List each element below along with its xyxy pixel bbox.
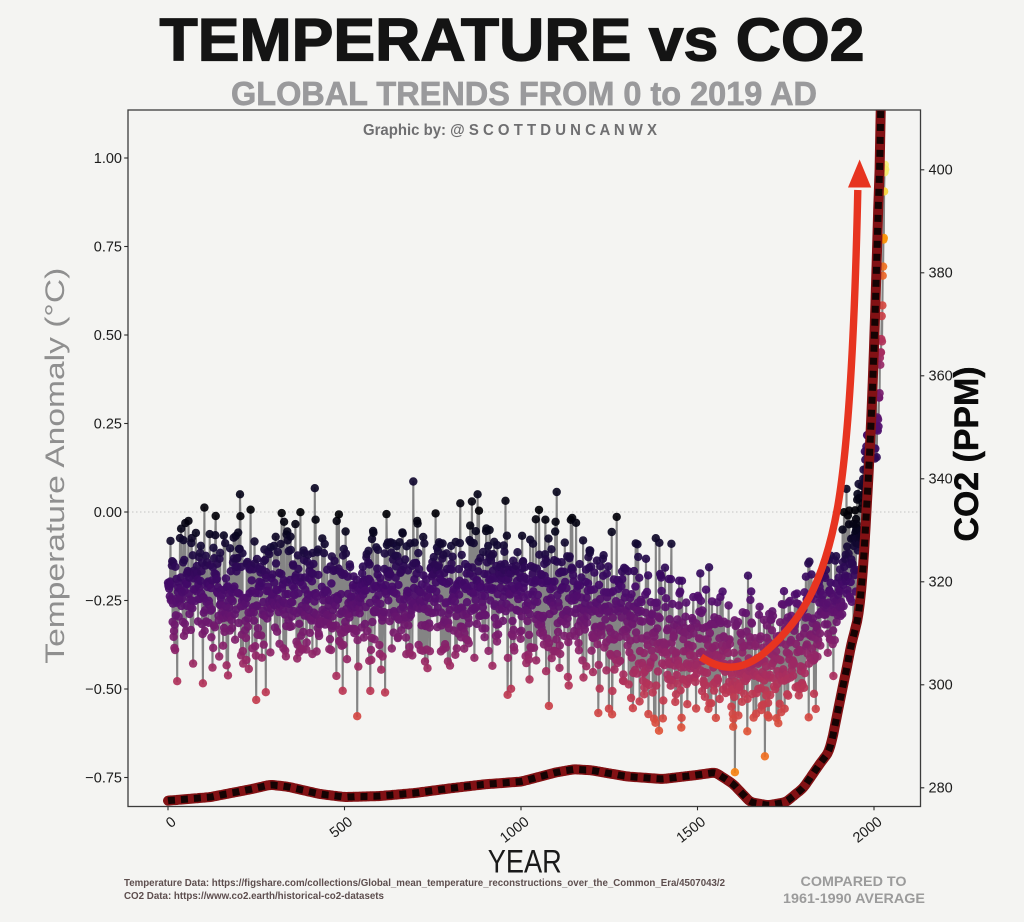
svg-text:300: 300 xyxy=(929,678,953,694)
svg-text:CO2 (PPM): CO2 (PPM) xyxy=(948,367,986,542)
svg-text:1961-1990 AVERAGE: 1961-1990 AVERAGE xyxy=(783,890,925,906)
svg-text:YEAR: YEAR xyxy=(488,844,562,880)
svg-text:COMPARED TO: COMPARED TO xyxy=(801,873,907,889)
svg-text:Temperature Data: https://figs: Temperature Data: https://figshare.com/c… xyxy=(124,877,725,889)
svg-text:0.50: 0.50 xyxy=(94,328,122,344)
svg-text:400: 400 xyxy=(929,163,953,179)
svg-text:0.00: 0.00 xyxy=(94,505,122,521)
svg-text:Temperature Anomaly (°C): Temperature Anomaly (°C) xyxy=(40,268,70,664)
svg-text:320: 320 xyxy=(929,575,953,591)
svg-text:TEMPERATURE vs CO2: TEMPERATURE vs CO2 xyxy=(160,7,865,74)
svg-text:Graphic by: @ S C O T T D U N: Graphic by: @ S C O T T D U N C A N W X xyxy=(363,122,657,139)
svg-text:−0.50: −0.50 xyxy=(85,682,122,698)
svg-text:−0.75: −0.75 xyxy=(85,770,122,786)
svg-text:CO2 Data: https://www.co2.eart: CO2 Data: https://www.co2.earth/historic… xyxy=(124,890,384,902)
svg-text:1.00: 1.00 xyxy=(94,151,122,167)
svg-text:380: 380 xyxy=(929,266,953,282)
svg-text:360: 360 xyxy=(929,369,953,385)
svg-text:280: 280 xyxy=(929,781,953,797)
svg-text:GLOBAL TRENDS FROM 0 to 2019 A: GLOBAL TRENDS FROM 0 to 2019 AD xyxy=(231,75,817,112)
svg-text:0.75: 0.75 xyxy=(94,239,122,255)
svg-text:340: 340 xyxy=(929,472,953,488)
svg-text:0.25: 0.25 xyxy=(94,416,122,432)
svg-text:−0.25: −0.25 xyxy=(85,593,122,609)
